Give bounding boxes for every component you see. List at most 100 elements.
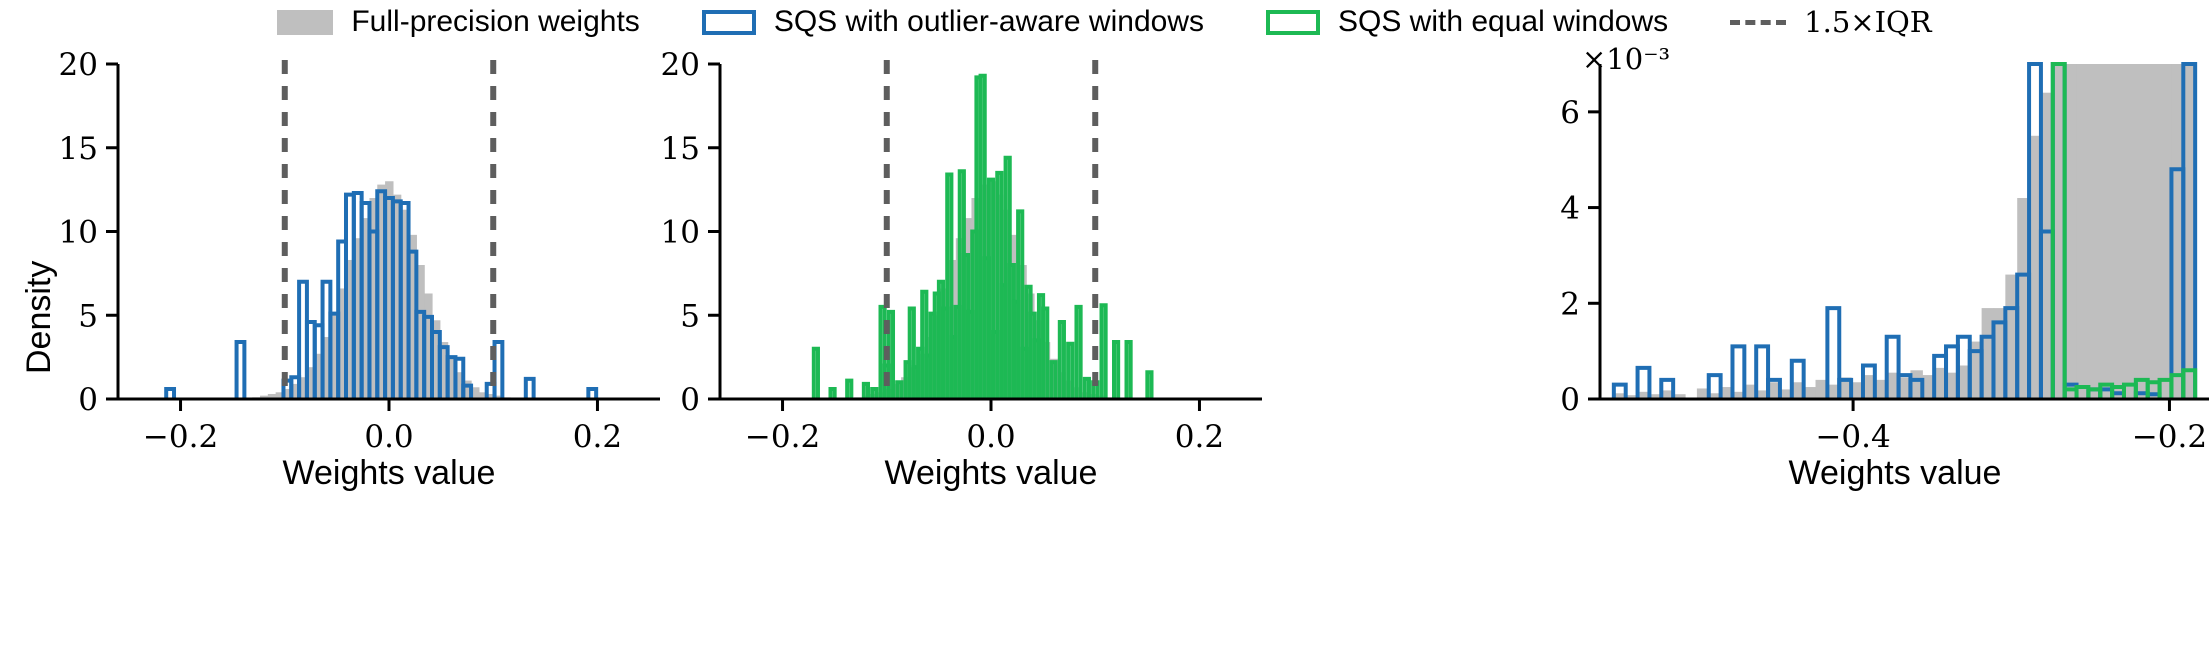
histogram-bar	[1661, 390, 1674, 399]
histogram-bar	[1708, 393, 1722, 399]
plot-area: 0 5 10 15 20 −0.2 0.0 0.2	[661, 47, 1262, 455]
histogram-bar	[1957, 365, 1971, 399]
histogram-bar	[2183, 64, 2196, 399]
legend-label: Full-precision weights	[351, 5, 640, 38]
histogram-bar	[2005, 274, 2018, 399]
series-full-precision-weights	[1613, 64, 2196, 399]
dashed-line-icon	[1730, 19, 1787, 25]
x-axis-label: Weights value	[884, 454, 1098, 492]
x-tick-label: −0.2	[2132, 419, 2207, 455]
histogram-bar	[2159, 64, 2173, 399]
x-axis-label: Weights value	[282, 454, 496, 492]
histogram-bar	[306, 367, 316, 399]
y-tick-label: 10	[59, 215, 98, 251]
histogram-panel-left: 0 5 10 15 20 −0.2 0.0 0.2 Density Weights value	[0, 44, 700, 651]
histogram-bar	[1732, 391, 1745, 399]
histogram-bar	[1720, 387, 1734, 399]
histogram-bar	[377, 184, 386, 399]
y-axis-label: Density	[20, 260, 58, 374]
legend-label: SQS with equal windows	[1337, 5, 1669, 38]
histogram-bar	[2100, 64, 2113, 399]
histogram-step-bar	[907, 306, 916, 399]
axes: 0 5 10 15 20 −0.2 0.0 0.2	[661, 47, 1262, 455]
histogram-bar	[2135, 64, 2149, 399]
histogram-step-bar	[811, 346, 820, 399]
histogram-step-bar	[1706, 373, 1723, 399]
histogram-bar	[338, 288, 347, 399]
series-sqs-with-outlier-aware-windows	[164, 189, 599, 399]
histogram-bar	[346, 259, 355, 399]
histogram-step-bar	[586, 386, 599, 399]
histogram-bar	[2112, 64, 2125, 399]
histogram-step-bar	[1049, 360, 1058, 399]
histogram-bar	[1981, 308, 1995, 399]
histogram-step-bar	[1111, 340, 1121, 399]
histogram-bar	[1898, 377, 1912, 399]
x-tick-label: −0.4	[1815, 419, 1890, 455]
histogram-bar	[1768, 382, 1781, 399]
histogram-bar	[2052, 64, 2066, 399]
histogram-bar	[1969, 341, 1983, 399]
histogram-bar	[1625, 395, 1639, 399]
histogram-bar	[1993, 308, 2006, 399]
y-tick-label: 20	[59, 47, 98, 83]
histogram-step-bar	[1766, 377, 1782, 399]
filled-swatch-icon	[277, 9, 334, 35]
histogram-step-bar	[986, 177, 996, 399]
histogram-bar	[2147, 64, 2161, 399]
histogram-bar	[486, 393, 496, 399]
histogram-bar	[2171, 64, 2184, 399]
open-swatch-icon	[701, 9, 756, 35]
histogram-step-bar	[1908, 377, 1925, 399]
histogram-step-bar	[1789, 358, 1806, 399]
plot-area: 0 5 10 15 20 −0.2 0.0 0.2	[59, 47, 660, 455]
series-full-precision-weights	[252, 181, 511, 399]
histogram-bar	[1637, 391, 1651, 399]
histogram-bar	[2076, 64, 2089, 399]
histogram-bar	[1649, 394, 1662, 399]
histogram-step-bar	[453, 356, 466, 399]
histogram-step-bar	[164, 386, 177, 399]
histogram-bar	[2123, 64, 2137, 399]
histogram-step-bar	[2181, 368, 2198, 399]
histogram-step-bar	[1124, 340, 1133, 399]
histogram-bar	[494, 395, 503, 399]
histogram-step-bar	[234, 340, 247, 399]
histogram-step-bar	[845, 378, 854, 399]
x-tick-label: −0.2	[745, 419, 820, 455]
histogram-bar	[1696, 388, 1710, 399]
x-tick-label: 0.2	[1175, 419, 1224, 455]
legend-item-sqs-equal: SQS with equal windows	[1265, 5, 1669, 38]
x-axis-label: Weights value	[1788, 454, 2002, 492]
histogram-step-bar	[1066, 341, 1075, 399]
histogram-bar	[478, 392, 488, 399]
y-tick-label: 10	[661, 215, 700, 251]
histogram-bar	[330, 315, 339, 399]
histogram-bar	[314, 353, 324, 399]
histogram-bar	[1839, 377, 1852, 399]
y-axis-offset-exponent: ×10⁻³	[1582, 42, 1671, 76]
histogram-bar	[275, 392, 285, 399]
y-tick-label: 0	[1560, 382, 1580, 418]
histogram-bar	[2040, 92, 2054, 399]
histogram-bar	[2088, 64, 2101, 399]
histogram-step-bar	[1837, 377, 1854, 399]
axes: 0 5 10 15 20 −0.2 0.0 0.2	[59, 47, 660, 455]
y-tick-label: 0	[680, 382, 700, 418]
histogram-bar	[361, 218, 371, 399]
histogram-bar	[416, 265, 425, 399]
histogram-bar	[463, 380, 472, 399]
histogram-step-bar	[861, 381, 871, 399]
y-tick-label: 5	[680, 298, 700, 334]
histogram-step-bar	[523, 376, 536, 399]
histogram-bar	[2017, 198, 2030, 399]
histogram-bar	[1886, 372, 1900, 399]
histogram-step-bar	[2181, 62, 2198, 399]
legend-item-full-precision: Full-precision weights	[277, 5, 640, 38]
axes: 0 2 4 6 −0.4 −0.2	[1560, 64, 2209, 455]
histogram-bar	[1827, 384, 1840, 399]
histogram-bar	[1862, 375, 1876, 399]
x-tick-label: 0.0	[966, 419, 1015, 455]
histogram-bar	[455, 372, 464, 399]
histogram-step-bar	[1659, 377, 1676, 399]
